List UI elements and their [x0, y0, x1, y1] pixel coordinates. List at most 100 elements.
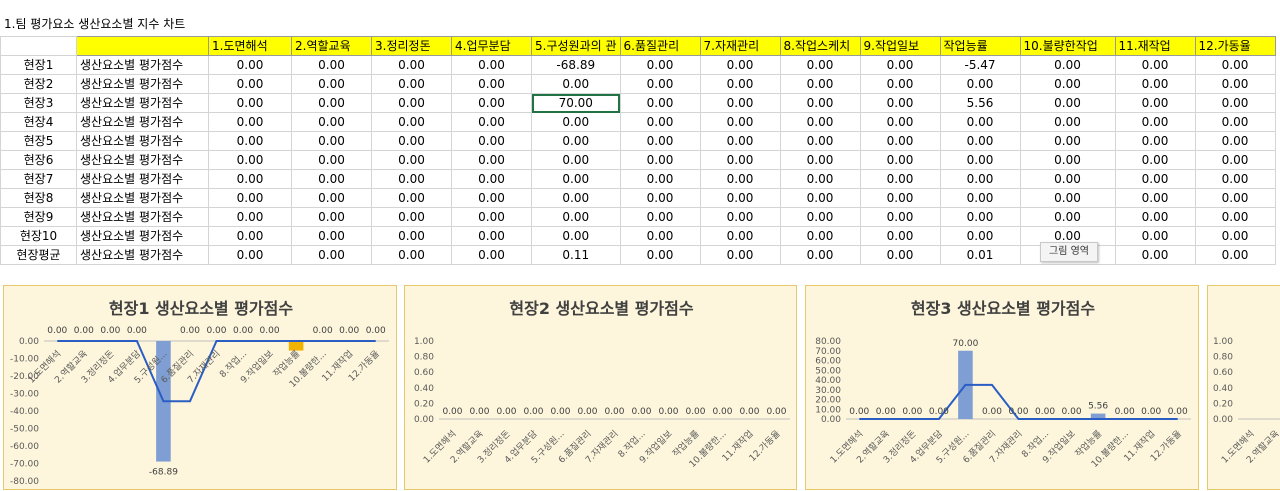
value-cell[interactable]: 0.00	[859, 112, 941, 132]
value-cell[interactable]: -5.47	[939, 55, 1021, 75]
value-cell[interactable]: 0.00	[699, 245, 781, 265]
value-cell[interactable]: 0.00	[371, 112, 452, 132]
value-cell[interactable]: 0.00	[531, 112, 621, 132]
site-cell[interactable]: 현장5	[0, 131, 77, 151]
value-cell[interactable]: 0.00	[371, 150, 452, 170]
value-cell[interactable]: 0.00	[1019, 207, 1116, 227]
value-cell[interactable]: 0.00	[1114, 74, 1196, 94]
value-cell[interactable]: 0.00	[531, 131, 621, 151]
value-cell[interactable]: 0.00	[208, 188, 292, 208]
value-cell[interactable]: 0.00	[1194, 93, 1276, 113]
value-cell[interactable]: 0.00	[939, 112, 1021, 132]
site-cell[interactable]: 현장4	[0, 112, 77, 132]
value-cell[interactable]: 0.00	[859, 207, 941, 227]
value-cell[interactable]: 0.00	[1194, 226, 1276, 246]
value-cell[interactable]: 0.00	[619, 188, 701, 208]
value-cell[interactable]: 0.00	[291, 188, 372, 208]
value-cell[interactable]: 0.00	[291, 245, 372, 265]
value-cell[interactable]: 0.00	[1019, 93, 1116, 113]
value-cell[interactable]: 0.00	[699, 112, 781, 132]
value-cell[interactable]: 0.00	[779, 112, 861, 132]
value-cell[interactable]: 0.00	[451, 188, 532, 208]
value-cell[interactable]: 0.00	[699, 55, 781, 75]
value-cell[interactable]: 0.00	[779, 74, 861, 94]
header-cell[interactable]: 11.재작업	[1114, 36, 1196, 56]
value-cell[interactable]: 0.00	[1114, 169, 1196, 189]
value-cell[interactable]: 0.00	[291, 150, 372, 170]
value-cell[interactable]: 0.00	[291, 131, 372, 151]
value-cell[interactable]: 0.00	[451, 55, 532, 75]
value-cell[interactable]: 0.00	[939, 207, 1021, 227]
label-cell[interactable]: 생산요소별 평가점수	[76, 74, 209, 94]
value-cell[interactable]: 0.00	[291, 226, 372, 246]
value-cell[interactable]: 0.00	[1194, 169, 1276, 189]
value-cell[interactable]: 0.00	[859, 150, 941, 170]
value-cell[interactable]: 0.00	[531, 226, 621, 246]
label-cell[interactable]: 생산요소별 평가점수	[76, 207, 209, 227]
value-cell[interactable]: 0.00	[779, 131, 861, 151]
header-cell[interactable]: 5.구성원과의 관	[531, 36, 621, 56]
header-cell[interactable]: 12.가동율	[1194, 36, 1276, 56]
site-cell[interactable]: 현장7	[0, 169, 77, 189]
value-cell[interactable]: 0.00	[859, 169, 941, 189]
header-cell[interactable]: 3.정리정돈	[371, 36, 452, 56]
value-cell[interactable]: 0.00	[1019, 55, 1116, 75]
value-cell[interactable]: 0.00	[291, 74, 372, 94]
value-cell[interactable]: 0.00	[208, 226, 292, 246]
chart-site4-partial[interactable]: 1.00 0.80 0.60 0.40 0.20 0.00 1.도면해석 2.역할교육	[1207, 285, 1280, 490]
label-cell[interactable]: 생산요소별 평가점수	[76, 55, 209, 75]
site-cell[interactable]: 현장평균	[0, 245, 77, 265]
value-cell[interactable]: 0.00	[1194, 112, 1276, 132]
value-cell[interactable]: 0.00	[1114, 150, 1196, 170]
site-cell[interactable]: 현장1	[0, 55, 77, 75]
chart-site3[interactable]: 현장3 생산요소별 평가점수 80.00 70.00 60.00 50.00 40.00 3…	[805, 285, 1199, 490]
value-cell[interactable]: 0.00	[208, 245, 292, 265]
value-cell[interactable]: 0.00	[619, 150, 701, 170]
value-cell[interactable]: 0.00	[1114, 55, 1196, 75]
value-cell[interactable]: 0.00	[208, 207, 292, 227]
value-cell[interactable]: 0.00	[291, 169, 372, 189]
label-cell[interactable]: 생산요소별 평가점수	[76, 169, 209, 189]
value-cell[interactable]: 0.01	[939, 245, 1021, 265]
header-corner-cell[interactable]	[0, 36, 77, 56]
value-cell[interactable]: 0.00	[208, 55, 292, 75]
value-cell[interactable]: 0.00	[1019, 112, 1116, 132]
value-cell[interactable]: 0.00	[699, 207, 781, 227]
value-cell[interactable]: 0.00	[208, 74, 292, 94]
value-cell[interactable]: 0.00	[451, 207, 532, 227]
value-cell[interactable]: 0.00	[371, 188, 452, 208]
value-cell[interactable]: 0.00	[939, 74, 1021, 94]
label-cell[interactable]: 생산요소별 평가점수	[76, 150, 209, 170]
header-cell[interactable]: 2.역할교육	[291, 36, 372, 56]
value-cell[interactable]: 0.00	[1019, 226, 1116, 246]
value-cell[interactable]: 0.00	[619, 207, 701, 227]
value-cell[interactable]: 0.00	[619, 74, 701, 94]
value-cell[interactable]: 0.00	[619, 245, 701, 265]
value-cell[interactable]: 0.00	[1019, 188, 1116, 208]
value-cell[interactable]: 0.00	[619, 55, 701, 75]
value-cell[interactable]: 0.00	[451, 131, 532, 151]
header-cell[interactable]: 9.작업일보	[859, 36, 941, 56]
value-cell[interactable]: 0.00	[939, 150, 1021, 170]
value-cell[interactable]: 0.00	[619, 112, 701, 132]
header-cell[interactable]: 1.도면해석	[208, 36, 292, 56]
value-cell[interactable]: 0.00	[619, 131, 701, 151]
value-cell[interactable]: 0.00	[699, 226, 781, 246]
value-cell[interactable]: 0.00	[939, 169, 1021, 189]
value-cell[interactable]: 0.00	[859, 74, 941, 94]
value-cell[interactable]: 0.00	[291, 207, 372, 227]
value-cell[interactable]: 0.00	[779, 93, 861, 113]
chart-site2[interactable]: 현장2 생산요소별 평가점수 1.00 0.80 0.60 0.40 0.20 0.00 0.…	[404, 285, 797, 490]
value-cell[interactable]: 0.00	[291, 55, 372, 75]
value-cell[interactable]: 0.00	[208, 112, 292, 132]
value-cell[interactable]: 0.00	[451, 169, 532, 189]
value-cell[interactable]: 0.00	[859, 93, 941, 113]
value-cell[interactable]: 0.00	[1114, 207, 1196, 227]
value-cell[interactable]: 0.00	[619, 226, 701, 246]
value-cell[interactable]: 0.00	[1114, 131, 1196, 151]
site-cell[interactable]: 현장10	[0, 226, 77, 246]
value-cell[interactable]: 70.00	[531, 93, 621, 113]
value-cell[interactable]: -68.89	[531, 55, 621, 75]
header-cell[interactable]: 7.자재관리	[699, 36, 781, 56]
data-table[interactable]: 1.도면해석 2.역할교육 3.정리정돈 4.업무분담 5.구성원과의 관 6.품질관리 7…	[0, 36, 1276, 265]
